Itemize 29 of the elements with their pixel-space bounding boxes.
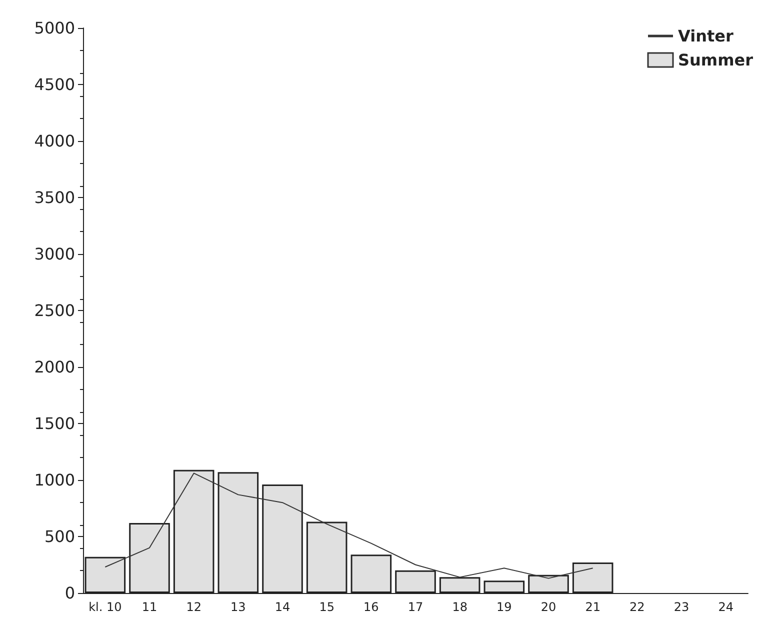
y-tick-label: 3500: [34, 188, 75, 207]
x-tick-label: 21: [585, 600, 600, 614]
line-series: [104, 472, 594, 579]
legend-label: Vinter: [678, 26, 734, 46]
y-tick-label: 2500: [34, 301, 75, 320]
x-tick-label: 18: [452, 600, 468, 614]
x-tick-label: 11: [142, 600, 158, 614]
x-tick-label: 19: [496, 600, 512, 614]
y-tick-label: 1500: [34, 414, 75, 433]
y-tick-label: 5000: [34, 18, 75, 38]
y-tick-label: 1000: [34, 470, 75, 490]
y-tick-label: 4500: [34, 75, 75, 94]
x-tick-label: 14: [274, 600, 290, 614]
x-tick-label: 17: [408, 600, 424, 614]
x-tick-label: kl. 10: [88, 600, 122, 614]
y-tick-label: 500: [44, 527, 75, 546]
x-tick-label: 16: [364, 600, 379, 614]
x-tick-label: 24: [718, 600, 734, 614]
y-tick-label: 3000: [34, 244, 75, 264]
y-tick-label: 2000: [34, 358, 75, 376]
y-tick-label: 4000: [34, 132, 75, 150]
x-tick-label: 12: [186, 600, 202, 614]
legend-label: Summer: [678, 50, 754, 70]
x-tick-label: 13: [230, 600, 246, 614]
x-tick-label: 15: [319, 600, 334, 614]
x-tick-label: 22: [630, 600, 645, 614]
x-tick-label: 23: [674, 600, 690, 614]
y-tick-label: 0: [64, 584, 75, 602]
x-tick-label: 20: [540, 600, 556, 614]
